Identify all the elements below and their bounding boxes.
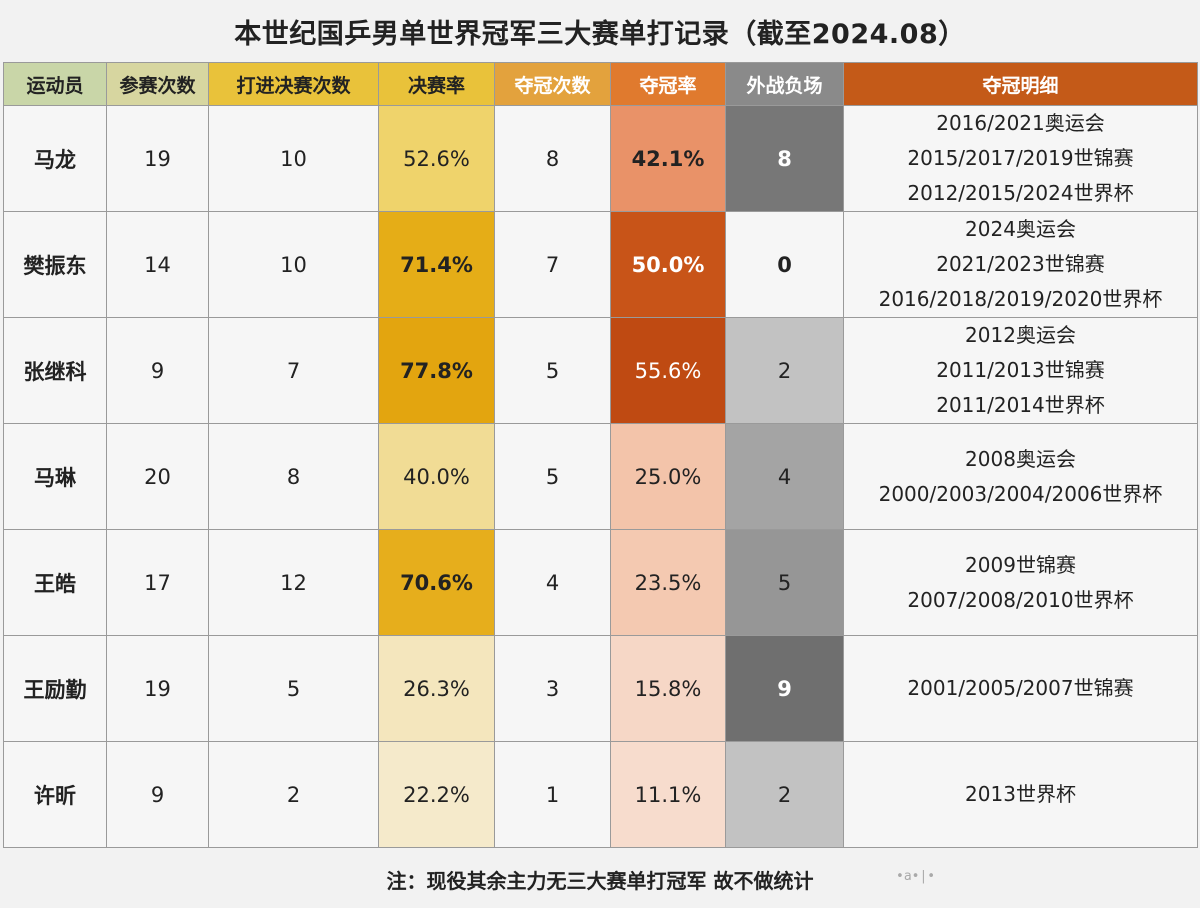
athlete-name-cell: 樊振东 [3,211,107,318]
title-details-cell: 2001/2005/2007世锦赛 [843,635,1198,742]
entries-cell: 20 [106,423,209,530]
header-titles: 夺冠次数 [494,62,611,106]
entries-cell: 19 [106,635,209,742]
finals-cell: 2 [208,741,379,848]
athlete-name-cell: 张继科 [3,317,107,424]
final-rate-cell: 22.2% [378,741,495,848]
athlete-name-cell: 王励勤 [3,635,107,742]
away-losses-cell: 8 [725,105,844,212]
final-rate-cell: 70.6% [378,529,495,636]
title-detail-line: 2015/2017/2019世锦赛 [907,146,1134,170]
title-detail-line: 2021/2023世锦赛 [936,252,1105,276]
finals-cell: 8 [208,423,379,530]
finals-cell: 7 [208,317,379,424]
table-row: 马琳 20 8 40.0% 5 25.0% 4 2008奥运会 2000/2003/2004/2… [3,423,1198,530]
header-title-details: 夺冠明细 [843,62,1198,106]
title-rate-cell: 55.6% [610,317,726,424]
header-athlete: 运动员 [3,62,107,106]
titles-cell: 3 [494,635,611,742]
title-rate-cell: 50.0% [610,211,726,318]
titles-cell: 4 [494,529,611,636]
table-row: 张继科 9 7 77.8% 5 55.6% 2 2012奥运会 2011/2013世锦赛 2011… [3,317,1198,424]
header-away-losses: 外战负场 [725,62,844,106]
final-rate-cell: 71.4% [378,211,495,318]
final-rate-cell: 40.0% [378,423,495,530]
entries-cell: 9 [106,741,209,848]
titles-cell: 1 [494,741,611,848]
away-losses-cell: 2 [725,317,844,424]
title-detail-line: 2012/2015/2024世界杯 [907,181,1134,205]
header-final-rate: 决赛率 [378,62,495,106]
table-row: 王励勤 19 5 26.3% 3 15.8% 9 2001/2005/2007世锦赛 [3,635,1198,742]
table-row: 樊振东 14 10 71.4% 7 50.0% 0 2024奥运会 2021/2023世锦赛 20… [3,211,1198,318]
title-rate-cell: 42.1% [610,105,726,212]
title-details-cell: 2009世锦赛 2007/2008/2010世界杯 [843,529,1198,636]
title-rate-cell: 23.5% [610,529,726,636]
titles-cell: 5 [494,317,611,424]
title-details-cell: 2012奥运会 2011/2013世锦赛 2011/2014世界杯 [843,317,1198,424]
title-detail-line: 2007/2008/2010世界杯 [907,587,1134,612]
athlete-name-cell: 马琳 [3,423,107,530]
table-body: 马龙 19 10 52.6% 8 42.1% 8 2016/2021奥运会 2015/2017/… [3,105,1198,848]
finals-cell: 10 [208,105,379,212]
title-rate-cell: 11.1% [610,741,726,848]
title-detail-line: 2013世界杯 [965,782,1076,806]
title-detail-line: 2011/2014世界杯 [936,393,1105,417]
athlete-name-cell: 许昕 [3,741,107,848]
title-detail-line: 2012奥运会 [965,323,1076,347]
title-detail-line: 2001/2005/2007世锦赛 [907,676,1134,700]
entries-cell: 14 [106,211,209,318]
title-rate-cell: 25.0% [610,423,726,530]
titles-cell: 5 [494,423,611,530]
away-losses-cell: 5 [725,529,844,636]
title-rate-cell: 15.8% [610,635,726,742]
table-row: 王皓 17 12 70.6% 4 23.5% 5 2009世锦赛 2007/2008/2010世… [3,529,1198,636]
watermark-logo: •a•|• [896,868,936,884]
final-rate-cell: 77.8% [378,317,495,424]
title-detail-line: 2008奥运会 [965,446,1076,471]
table-header-row: 运动员 参赛次数 打进决赛次数 决赛率 夺冠次数 夺冠率 外战负场 夺冠明细 [3,62,1198,106]
away-losses-cell: 9 [725,635,844,742]
finals-cell: 5 [208,635,379,742]
title-details-cell: 2013世界杯 [843,741,1198,848]
footnote: 注：现役其余主力无三大赛单打冠军 故不做统计 [386,868,814,893]
table-row: 许昕 9 2 22.2% 1 11.1% 2 2013世界杯 [3,741,1198,848]
title-detail-line: 2011/2013世锦赛 [936,358,1105,382]
header-title-rate: 夺冠率 [610,62,726,106]
away-losses-cell: 2 [725,741,844,848]
athlete-name-cell: 王皓 [3,529,107,636]
away-losses-cell: 4 [725,423,844,530]
header-entries: 参赛次数 [106,62,209,106]
title-detail-line: 2009世锦赛 [965,552,1076,577]
header-finals: 打进决赛次数 [208,62,379,106]
athlete-name-cell: 马龙 [3,105,107,212]
titles-cell: 7 [494,211,611,318]
title-detail-line: 2024奥运会 [965,217,1076,241]
title-detail-line: 2016/2021奥运会 [936,111,1105,135]
finals-cell: 10 [208,211,379,318]
final-rate-cell: 52.6% [378,105,495,212]
title-details-cell: 2024奥运会 2021/2023世锦赛 2016/2018/2019/2020世界… [843,211,1198,318]
table-row: 马龙 19 10 52.6% 8 42.1% 8 2016/2021奥运会 2015/2017/… [3,105,1198,212]
entries-cell: 17 [106,529,209,636]
titles-cell: 8 [494,105,611,212]
finals-cell: 12 [208,529,379,636]
title-detail-line: 2016/2018/2019/2020世界杯 [878,287,1163,311]
entries-cell: 9 [106,317,209,424]
title-details-cell: 2016/2021奥运会 2015/2017/2019世锦赛 2012/2015/2… [843,105,1198,212]
final-rate-cell: 26.3% [378,635,495,742]
page-title: 本世纪国乒男单世界冠军三大赛单打记录（截至2024.08） [234,18,966,50]
entries-cell: 19 [106,105,209,212]
records-table: 运动员 参赛次数 打进决赛次数 决赛率 夺冠次数 夺冠率 外战负场 夺冠明细 马… [3,62,1198,848]
title-detail-line: 2000/2003/2004/2006世界杯 [878,481,1163,506]
away-losses-cell: 0 [725,211,844,318]
title-details-cell: 2008奥运会 2000/2003/2004/2006世界杯 [843,423,1198,530]
